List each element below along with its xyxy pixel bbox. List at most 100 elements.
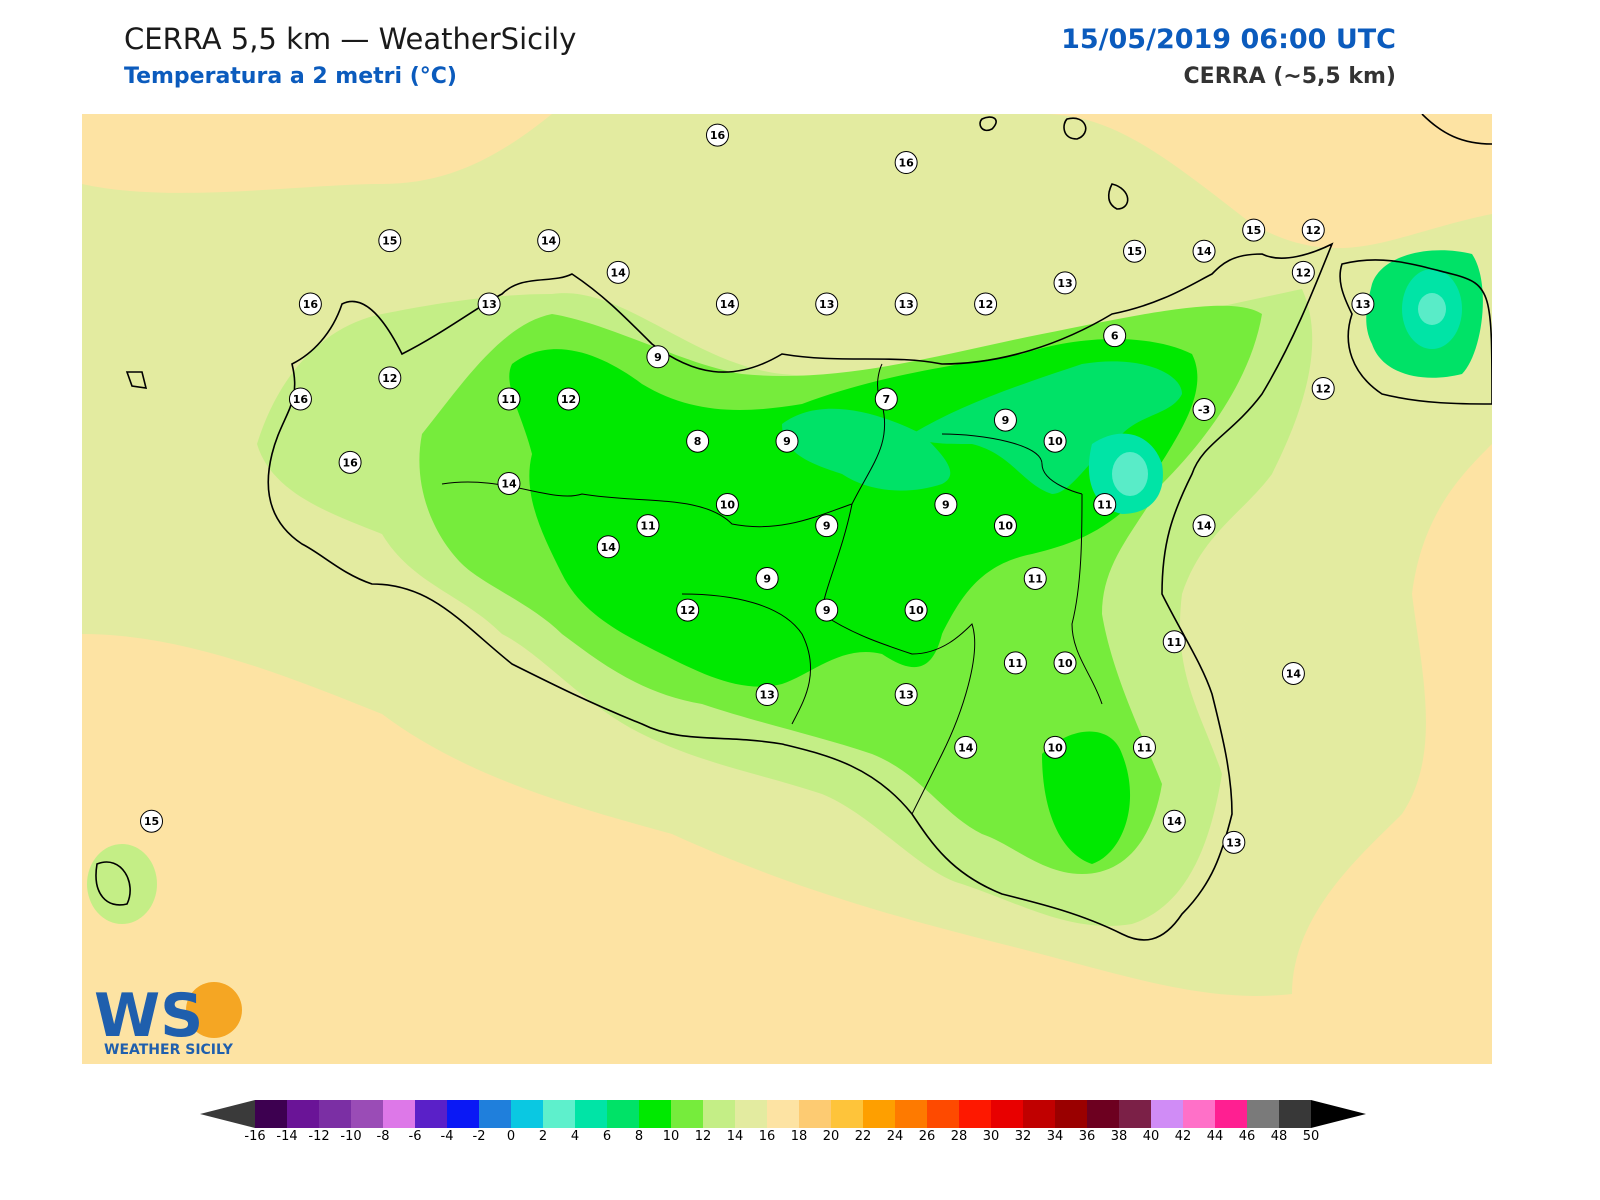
station-marker: 15 xyxy=(1242,218,1266,242)
station-value: 13 xyxy=(1226,836,1241,849)
station-marker: 9 xyxy=(646,345,670,369)
station-circle xyxy=(954,735,978,759)
model-label: CERRA (~5,5 km) xyxy=(1183,64,1396,89)
colorbar-swatch xyxy=(1279,1100,1311,1128)
station-circle xyxy=(646,345,670,369)
station-marker: 11 xyxy=(1162,630,1186,654)
station-marker: 6 xyxy=(1103,324,1127,348)
station-value: 16 xyxy=(293,393,309,406)
station-marker: 14 xyxy=(596,535,620,559)
station-circle xyxy=(477,292,501,316)
station-circle xyxy=(537,229,561,253)
colorbar-swatch xyxy=(1247,1100,1279,1128)
station-marker: 7 xyxy=(874,387,898,411)
logo-letters: WS xyxy=(94,981,203,1051)
station-value: 11 xyxy=(640,520,655,533)
station-marker: 14 xyxy=(1162,809,1186,833)
station-marker: 16 xyxy=(894,151,918,175)
station-marker: 13 xyxy=(755,683,779,707)
station-value: 10 xyxy=(720,499,736,512)
colorbar-swatch xyxy=(799,1100,831,1128)
colorbar-swatch xyxy=(1119,1100,1151,1128)
station-circle xyxy=(894,683,918,707)
colorbar-ticks: -16 -14 -12 -10 -8 -6 -4 -2 0 2 4 6 8 10 12 14 16 18 20 22 2… xyxy=(244,1129,1319,1140)
station-markers: 16 16 15 14 14 16 13 14 13 13 12 13 15 14 15 12 12 13 6 12 9… xyxy=(140,123,1375,854)
colorbar-swatch xyxy=(383,1100,415,1128)
station-value: 15 xyxy=(382,235,397,248)
station-circle xyxy=(1053,271,1077,295)
station-marker: 9 xyxy=(755,566,779,590)
colorbar-tick-label: 36 xyxy=(1079,1129,1096,1140)
coastline xyxy=(95,114,1492,941)
band-2-4 xyxy=(1112,293,1446,496)
colorbar-tick-label: 16 xyxy=(759,1129,776,1140)
station-marker: 13 xyxy=(1222,830,1246,854)
station-marker: 8 xyxy=(686,429,710,453)
colorbar-swatch xyxy=(1151,1100,1183,1128)
station-value: 16 xyxy=(303,298,319,311)
station-circle xyxy=(686,429,710,453)
station-marker: 14 xyxy=(497,471,521,495)
station-circle xyxy=(1162,809,1186,833)
station-value: 13 xyxy=(759,689,774,702)
station-marker: 11 xyxy=(1132,735,1156,759)
station-value: 11 xyxy=(1137,741,1152,754)
station-circle xyxy=(1093,493,1117,517)
subtitle: Temperatura a 2 metri (°C) xyxy=(124,64,457,89)
station-circle xyxy=(1291,260,1315,284)
colorbar-swatch xyxy=(287,1100,319,1128)
colorbar-tick-label: 6 xyxy=(603,1129,611,1140)
station-marker: 10 xyxy=(904,598,928,622)
station-marker: 10 xyxy=(715,493,739,517)
station-circle xyxy=(497,387,521,411)
station-value: 9 xyxy=(763,572,771,585)
station-circle xyxy=(1242,218,1266,242)
station-marker: 13 xyxy=(477,292,501,316)
station-value: 15 xyxy=(1246,224,1261,237)
colorbar-swatch xyxy=(639,1100,671,1128)
station-value: 15 xyxy=(1127,245,1142,258)
colorbar-tick-label: -14 xyxy=(276,1129,297,1140)
station-value: 14 xyxy=(1167,815,1183,828)
station-value: 9 xyxy=(783,435,791,448)
station-marker: 13 xyxy=(1351,292,1375,316)
station-value: 13 xyxy=(481,298,496,311)
station-circle xyxy=(676,598,700,622)
station-marker: 14 xyxy=(1281,661,1305,685)
station-marker: 14 xyxy=(1192,514,1216,538)
colorbar-tick-label: 4 xyxy=(571,1129,579,1140)
station-value: 15 xyxy=(144,815,159,828)
station-value: 11 xyxy=(1028,572,1043,585)
station-marker: 10 xyxy=(1053,651,1077,675)
temperature-map: 16 16 15 14 14 16 13 14 13 13 12 13 15 14 15 12 12 13 6 12 9… xyxy=(82,114,1492,1064)
logo-sun-icon xyxy=(186,982,242,1038)
colorbar-tick-label: 30 xyxy=(983,1129,1000,1140)
colorbar-swatch xyxy=(703,1100,735,1128)
colorbar-tick-label: 14 xyxy=(727,1129,744,1140)
station-value: 14 xyxy=(601,541,617,554)
station-value: 14 xyxy=(720,298,736,311)
station-marker: 11 xyxy=(1003,651,1027,675)
colorbar-swatch xyxy=(255,1100,287,1128)
station-circle xyxy=(1103,324,1127,348)
station-marker: 16 xyxy=(705,123,729,147)
station-marker: 11 xyxy=(497,387,521,411)
station-circle xyxy=(298,292,322,316)
colorbar-swatch xyxy=(415,1100,447,1128)
station-circle xyxy=(288,387,312,411)
station-value: 6 xyxy=(1111,330,1119,343)
colorbar-swatch xyxy=(895,1100,927,1128)
station-marker: 13 xyxy=(894,292,918,316)
station-value: 14 xyxy=(1286,667,1302,680)
station-circle xyxy=(378,366,402,390)
station-circle xyxy=(1043,429,1067,453)
station-value: 10 xyxy=(908,604,924,617)
colorbar-swatch xyxy=(1023,1100,1055,1128)
station-marker: 14 xyxy=(715,292,739,316)
station-marker: 9 xyxy=(993,408,1017,432)
station-circle xyxy=(1192,514,1216,538)
station-circle xyxy=(974,292,998,316)
station-marker: 11 xyxy=(1093,493,1117,517)
colorbar-tick-label: 22 xyxy=(855,1129,872,1140)
station-circle xyxy=(596,535,620,559)
